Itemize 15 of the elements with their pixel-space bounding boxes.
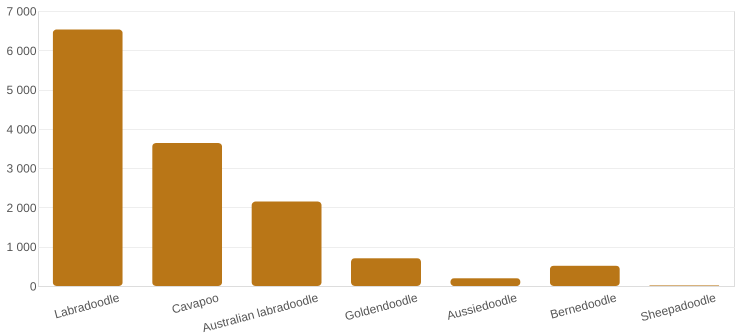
bar xyxy=(52,29,123,286)
y-tick-label: 6 000 xyxy=(6,44,37,58)
bar xyxy=(450,278,520,286)
y-tick-label: 0 xyxy=(30,280,37,294)
y-tick-label: 3 000 xyxy=(6,162,37,176)
bar xyxy=(550,266,620,286)
y-tick-label: 2 000 xyxy=(6,200,37,215)
y-tick-label: 5 000 xyxy=(6,83,37,98)
y-tick-label: 1 000 xyxy=(6,240,37,254)
x-tick-label: Cavapoo xyxy=(170,290,221,317)
bar xyxy=(252,202,322,286)
y-tick-label: 7 000 xyxy=(6,4,37,18)
bar xyxy=(152,143,222,286)
bar xyxy=(351,258,421,286)
y-tick-label: 4 000 xyxy=(6,122,37,136)
